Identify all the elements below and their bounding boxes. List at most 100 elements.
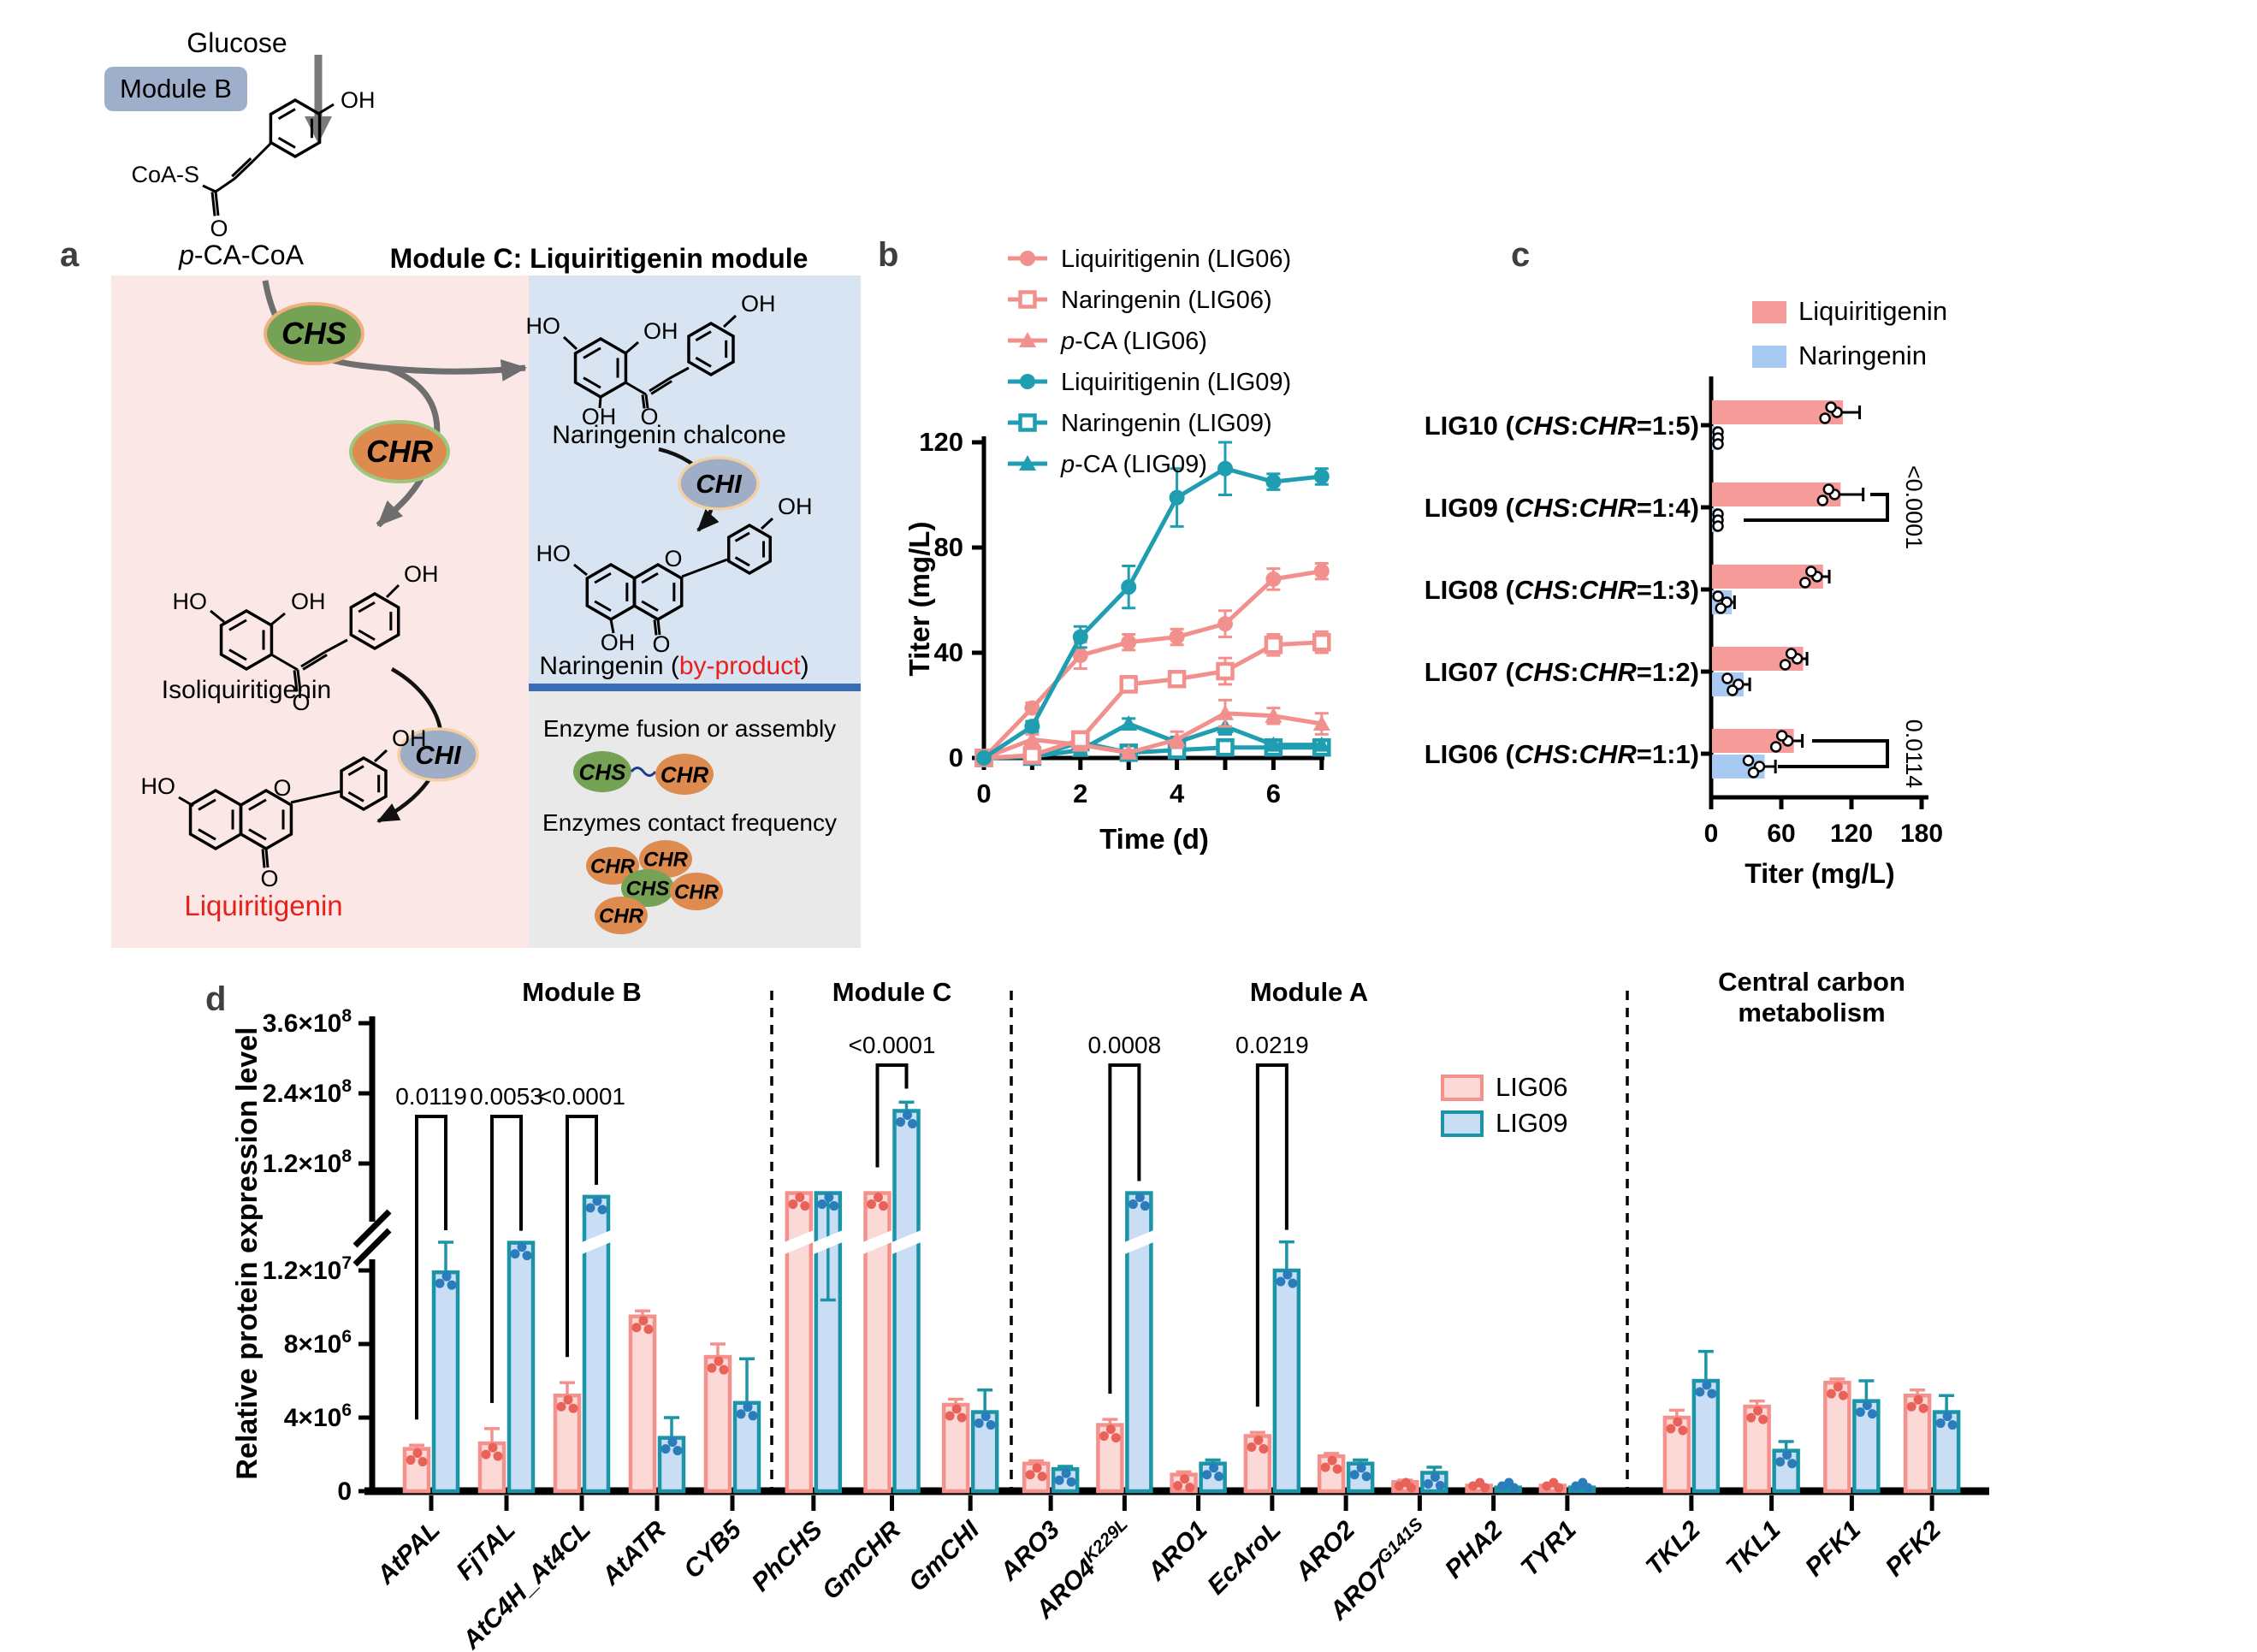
d-bar-pfk2-lig09 (1932, 1394, 1961, 1494)
d-gene-label: GmCHI (903, 1515, 986, 1597)
d-sig-bracket (1108, 1063, 1141, 1394)
d-data-dot (1320, 1462, 1330, 1472)
d-data-dot (638, 1316, 649, 1326)
c-legend-swatch (1752, 301, 1786, 323)
c-x-axis-title: Titer (mg/L) (1745, 858, 1894, 889)
atom-label: HO (173, 589, 208, 614)
d-sig-bracket (875, 1063, 909, 1168)
d-data-dot (672, 1446, 683, 1456)
d-data-dot (1356, 1463, 1366, 1473)
c-category-label: LIG10 (CHS:CHR=1:5) (1425, 411, 1699, 441)
b-marker-square-icon (1167, 670, 1187, 689)
cluster-chs-oval-label: CHS (626, 878, 670, 901)
d-bar-aro1-lig06 (1170, 1470, 1198, 1494)
atom-label: OH (392, 725, 427, 751)
c-data-dot (1727, 684, 1739, 696)
d-data-dot (1833, 1382, 1843, 1392)
d-data-dot (896, 1117, 905, 1127)
d-data-dot (1185, 1483, 1195, 1493)
cluster-chs-oval (621, 869, 674, 907)
d-data-dot (1913, 1394, 1923, 1405)
atom-label: OH (291, 589, 326, 614)
d-data-dot (707, 1363, 717, 1373)
d-sig-text: 0.0008 (1088, 1032, 1162, 1058)
d-data-dot (1867, 1409, 1877, 1419)
d-bar-tkl1-lig06 (1743, 1399, 1771, 1494)
b-marker-circle-icon (1121, 579, 1137, 595)
b-legend-item: Naringenin (LIG06) (1008, 287, 1272, 314)
b-marker-triangle-icon (1312, 715, 1330, 731)
d-data-dot (418, 1457, 428, 1467)
b-marker-circle-icon (1072, 629, 1088, 645)
d-data-dot (643, 1324, 654, 1335)
d-y-tick-label: 1.2×108 (263, 1146, 352, 1178)
atom-label: HO (141, 773, 176, 799)
naringenin-chalcone-structure: HO OH OH O OH (526, 291, 776, 429)
d-bar-aro2-lig06 (1317, 1452, 1346, 1494)
b-marker-square-icon (1018, 413, 1037, 432)
c-data-dot (1779, 659, 1792, 671)
d-data-dot (824, 1193, 834, 1203)
panel-d-label: d (205, 980, 227, 1018)
d-gene-label: ARO2 (1289, 1515, 1360, 1586)
d-data-dot (829, 1201, 839, 1211)
b-marker-triangle-icon (1312, 736, 1330, 752)
d-data-dot (874, 1193, 883, 1203)
d-sig-bracket (490, 1115, 523, 1403)
c-data-dot (1712, 590, 1724, 602)
b-series-liquiritigenin-lig09- (976, 441, 1330, 766)
d-data-dot (1906, 1401, 1916, 1412)
d-bar-gmchi-lig09 (970, 1389, 999, 1494)
glucose-text: Glucose (187, 27, 287, 58)
atom-label: O (210, 216, 228, 241)
d-data-dot (714, 1356, 724, 1366)
d-data-dot (592, 1196, 602, 1206)
d-data-dot (563, 1394, 573, 1405)
d-data-dot (1128, 1199, 1138, 1210)
c-data-dot (1819, 412, 1831, 424)
d-data-dot (556, 1401, 566, 1412)
d-module-title: metabolism (1738, 998, 1885, 1027)
d-bar-aro3-lig06 (1022, 1459, 1051, 1494)
d-data-dot (1025, 1470, 1035, 1480)
d-bar-tyr1-lig06 (1538, 1477, 1567, 1494)
d-y-tick-label: 8×106 (284, 1327, 352, 1359)
c-data-dot (1712, 438, 1724, 450)
cluster-chr-2-oval-label: CHR (643, 849, 689, 872)
module-c-pink-panel (111, 275, 529, 948)
d-legend-label: LIG09 (1496, 1108, 1567, 1138)
fusion-chs-oval-label: CHS (579, 759, 627, 785)
b-x-tick-label: 0 (976, 779, 991, 808)
d-data-dot (795, 1193, 805, 1203)
b-marker-triangle-icon (1217, 704, 1234, 720)
d-data-dot (1583, 1483, 1593, 1493)
b-marker-triangle-icon (1019, 332, 1036, 347)
d-bar-gmchr-lig06 (862, 1191, 892, 1494)
d-y-axis-title: Relative protein expression level (231, 1027, 264, 1479)
enzyme-fusion-title: Enzyme fusion or assembly (542, 715, 837, 742)
d-bar-atatr-lig06 (628, 1309, 657, 1494)
b-x-tick-label: 4 (1170, 779, 1185, 808)
d-data-dot (986, 1420, 996, 1430)
d-bar-atpal-lig06 (402, 1443, 431, 1494)
fusion-linker-icon (630, 767, 657, 777)
module-c-title: Module C: Liquiritigenin module (389, 243, 809, 274)
d-legend-label: LIG06 (1496, 1072, 1567, 1102)
d-data-dot (1554, 1483, 1564, 1493)
d-data-dot (412, 1448, 423, 1459)
d-bar-gmchr-lig09 (892, 1100, 921, 1494)
d-bar-atpal-lig09 (431, 1240, 460, 1494)
cluster-chr-4-oval-label: CHR (599, 905, 644, 928)
b-marker-triangle-icon (1265, 707, 1283, 723)
d-data-dot (1918, 1403, 1928, 1413)
panel-b-line-chart: 0 40 80 120 0 2 4 6 Time (d) Titer (mg/L) Liquirit… (903, 246, 1331, 855)
d-bar-pha2-lig09 (1494, 1477, 1522, 1494)
liquiritigenin-caption: Liquiritigenin (184, 890, 343, 921)
d-data-dot (1666, 1424, 1676, 1434)
d-module-title: Module A (1250, 977, 1368, 1007)
c-data-dot (1816, 494, 1829, 506)
d-axis-break-slash (352, 1209, 392, 1248)
d-module-title: Module B (522, 977, 642, 1007)
